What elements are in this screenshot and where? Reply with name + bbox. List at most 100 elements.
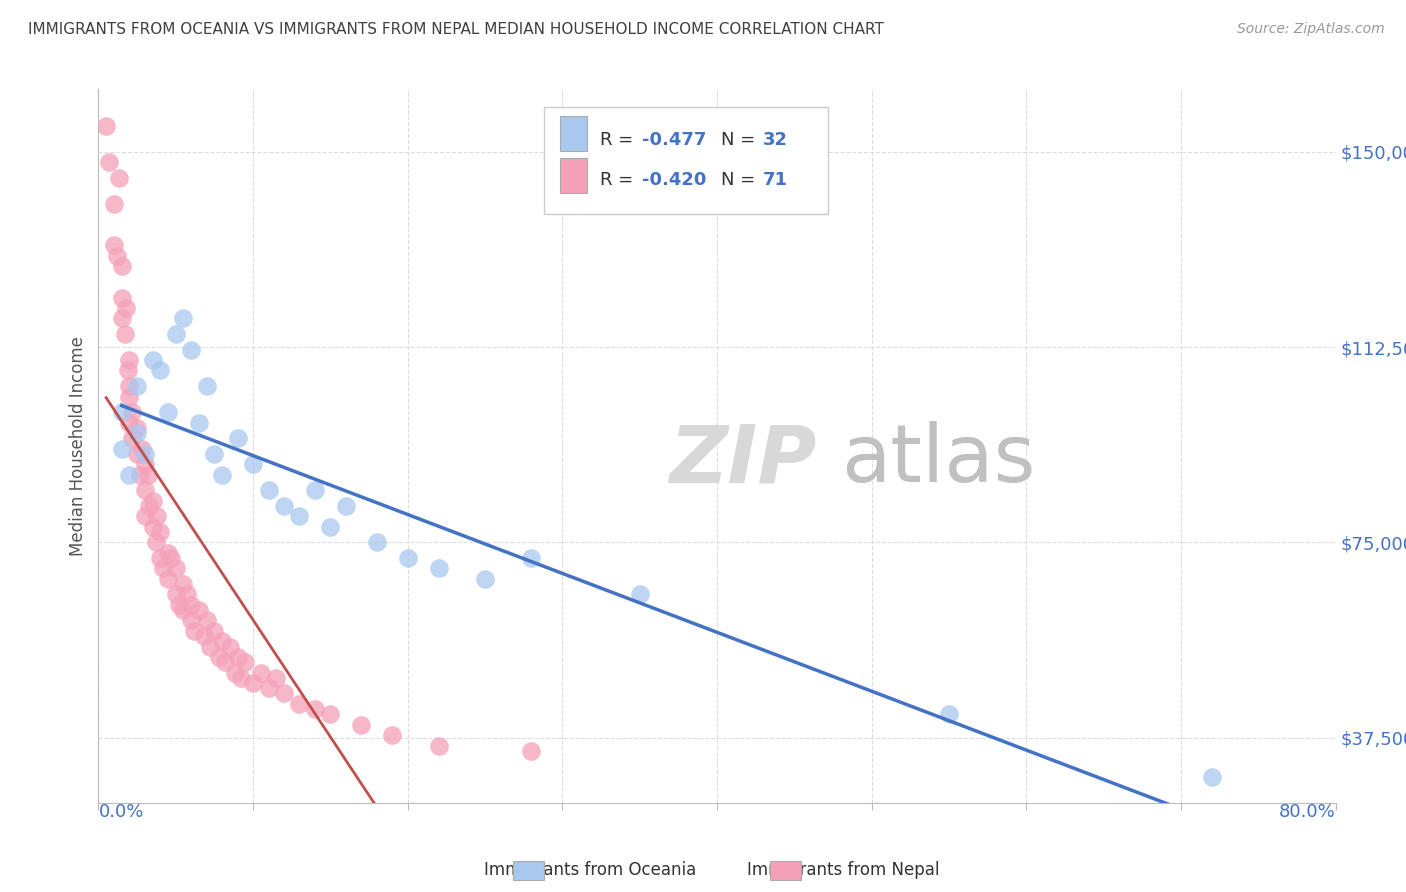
Point xyxy=(111,442,132,456)
Text: R =: R = xyxy=(599,171,638,189)
Point xyxy=(131,442,153,456)
Point xyxy=(214,655,236,669)
Point xyxy=(136,467,159,482)
Point xyxy=(141,493,165,508)
Point xyxy=(195,379,218,393)
Text: R =: R = xyxy=(599,130,638,149)
Text: 32: 32 xyxy=(763,130,787,149)
Point xyxy=(938,707,960,722)
Point xyxy=(129,467,152,482)
Point xyxy=(115,301,138,315)
Point xyxy=(304,702,326,716)
Point xyxy=(242,457,264,471)
Point xyxy=(117,363,139,377)
Point xyxy=(226,431,249,445)
Point xyxy=(208,649,231,664)
Point xyxy=(264,671,288,685)
Point xyxy=(134,447,156,461)
Point xyxy=(198,640,221,654)
Point xyxy=(111,260,132,274)
Point xyxy=(134,509,156,524)
Point xyxy=(121,431,143,445)
Point xyxy=(141,353,165,368)
Point xyxy=(257,681,280,696)
Point xyxy=(145,535,167,549)
Point xyxy=(242,676,264,690)
FancyBboxPatch shape xyxy=(544,107,828,214)
Point xyxy=(96,119,118,133)
Point xyxy=(157,546,180,560)
Point xyxy=(211,634,233,648)
Point xyxy=(273,686,295,700)
Point xyxy=(138,499,160,513)
Point xyxy=(146,509,169,524)
Text: Immigrants from Oceania: Immigrants from Oceania xyxy=(485,861,696,879)
Y-axis label: Median Household Income: Median Household Income xyxy=(69,336,87,556)
Point xyxy=(111,291,132,305)
Text: 80.0%: 80.0% xyxy=(1279,803,1336,821)
Point xyxy=(180,598,202,612)
Text: N =: N = xyxy=(721,171,761,189)
Point xyxy=(165,587,187,601)
Point xyxy=(118,379,141,393)
Point xyxy=(366,535,388,549)
Point xyxy=(114,326,136,341)
Point xyxy=(250,665,273,680)
Point xyxy=(304,483,326,498)
Point xyxy=(105,249,128,263)
Point xyxy=(288,509,311,524)
Point xyxy=(157,405,180,419)
Point xyxy=(165,561,187,575)
Point xyxy=(103,238,125,252)
Point xyxy=(183,624,205,638)
Point xyxy=(118,467,141,482)
Point xyxy=(118,416,141,430)
Point xyxy=(134,457,156,471)
Point xyxy=(165,326,187,341)
Point xyxy=(319,707,342,722)
Point xyxy=(180,343,202,357)
Point xyxy=(157,572,180,586)
Point xyxy=(520,551,543,566)
Point xyxy=(149,363,172,377)
Text: 71: 71 xyxy=(763,171,787,189)
Text: 0.0%: 0.0% xyxy=(98,803,143,821)
Point xyxy=(127,447,149,461)
Point xyxy=(193,629,215,643)
Point xyxy=(188,416,211,430)
Point xyxy=(229,671,252,685)
Text: Immigrants from Nepal: Immigrants from Nepal xyxy=(748,861,939,879)
Point xyxy=(118,390,141,404)
Point xyxy=(257,483,280,498)
Point xyxy=(111,405,132,419)
Point xyxy=(350,717,373,731)
Point xyxy=(224,665,246,680)
Text: -0.420: -0.420 xyxy=(641,171,706,189)
Point xyxy=(149,551,172,566)
Point xyxy=(127,425,149,440)
Text: -0.477: -0.477 xyxy=(641,130,706,149)
Point xyxy=(172,311,194,326)
Point xyxy=(520,744,543,758)
Point xyxy=(172,603,194,617)
Point xyxy=(107,170,129,185)
Point xyxy=(381,728,404,742)
Point xyxy=(134,483,156,498)
Point xyxy=(204,447,226,461)
Point xyxy=(427,739,450,753)
Point xyxy=(149,524,172,539)
Point xyxy=(628,587,651,601)
Point xyxy=(226,649,249,664)
Point xyxy=(195,614,218,628)
Bar xyxy=(560,159,588,193)
Point xyxy=(219,640,242,654)
Point xyxy=(152,561,174,575)
Point xyxy=(172,577,194,591)
Point xyxy=(160,551,183,566)
Point xyxy=(127,379,149,393)
Point xyxy=(288,697,311,711)
Point xyxy=(204,624,226,638)
Point xyxy=(233,655,257,669)
Point xyxy=(176,587,198,601)
Point xyxy=(167,598,190,612)
